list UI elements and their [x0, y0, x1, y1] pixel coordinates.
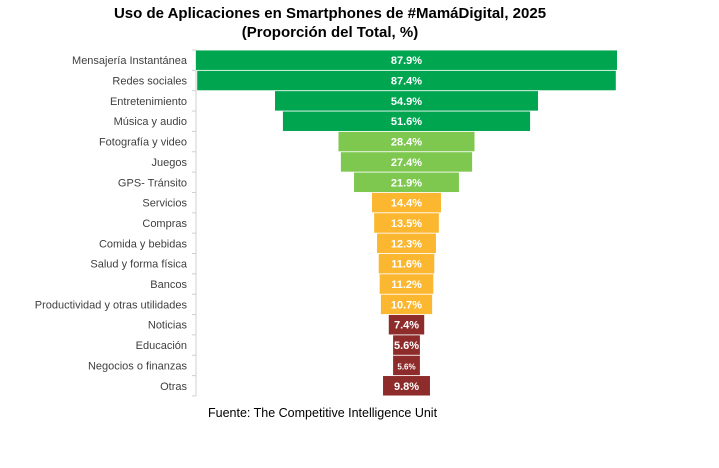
data-label: 27.4%	[391, 157, 422, 169]
funnel-bar	[340, 152, 473, 172]
category-label: Productividad y otras utilidades	[35, 299, 188, 311]
category-label: Otras	[160, 381, 187, 393]
category-label: Mensajería Instantánea	[72, 55, 188, 67]
funnel-bar	[379, 274, 434, 294]
category-label: Salud y forma física	[90, 259, 187, 271]
data-label: 14.4%	[391, 198, 422, 210]
funnel-bar	[393, 355, 420, 376]
funnel-bar	[383, 376, 430, 396]
funnel-bar	[393, 335, 420, 355]
funnel-bar	[378, 253, 435, 274]
data-label: 87.9%	[391, 55, 422, 67]
category-label: Servicios	[142, 198, 187, 210]
funnel-bar	[196, 50, 617, 70]
category-label: Compras	[142, 218, 187, 230]
category-label: Música y audio	[114, 116, 187, 128]
data-label: 10.7%	[391, 299, 422, 311]
source-note: Fuente: The Competitive Intelligence Uni…	[208, 406, 438, 420]
category-label: Bancos	[150, 279, 187, 291]
category-label: Educación	[136, 340, 187, 352]
chart-subtitle: (Proporción del Total, %)	[241, 24, 419, 41]
funnel-bar	[275, 91, 538, 111]
funnel-bar	[377, 233, 436, 254]
data-label: 9.8%	[394, 381, 419, 393]
funnel-bar	[197, 70, 616, 91]
data-label: 28.4%	[391, 137, 422, 149]
funnel-bar	[338, 131, 475, 152]
data-label: 11.6%	[391, 259, 422, 271]
data-label: 51.6%	[391, 116, 422, 128]
category-label: Noticias	[148, 320, 188, 332]
data-label: 87.4%	[391, 76, 422, 88]
funnel-bar	[380, 294, 433, 315]
funnel-bar	[374, 213, 439, 233]
data-label: 5.6%	[394, 340, 419, 352]
data-label: 11.2%	[391, 279, 422, 291]
funnel-bar	[354, 172, 459, 193]
data-label: 13.5%	[391, 218, 422, 230]
funnel-bar	[282, 111, 531, 131]
category-label: Comida y bebidas	[99, 238, 188, 250]
funnel-bar	[372, 192, 441, 213]
category-label: GPS- Tránsito	[118, 177, 187, 189]
category-label: Fotografía y video	[99, 137, 187, 149]
chart-title: Uso de Aplicaciones en Smartphones de #M…	[113, 5, 547, 22]
data-label: 5.6%	[397, 362, 415, 371]
data-label: 21.9%	[391, 177, 422, 189]
data-label: 54.9%	[391, 96, 422, 108]
data-label: 7.4%	[394, 320, 419, 332]
category-label: Negocios o finanzas	[88, 360, 188, 372]
data-label: 12.3%	[391, 238, 422, 250]
category-label: Redes sociales	[112, 76, 187, 88]
funnel-bar	[388, 314, 425, 335]
category-label: Entretenimiento	[110, 96, 187, 108]
category-label: Juegos	[152, 157, 188, 169]
